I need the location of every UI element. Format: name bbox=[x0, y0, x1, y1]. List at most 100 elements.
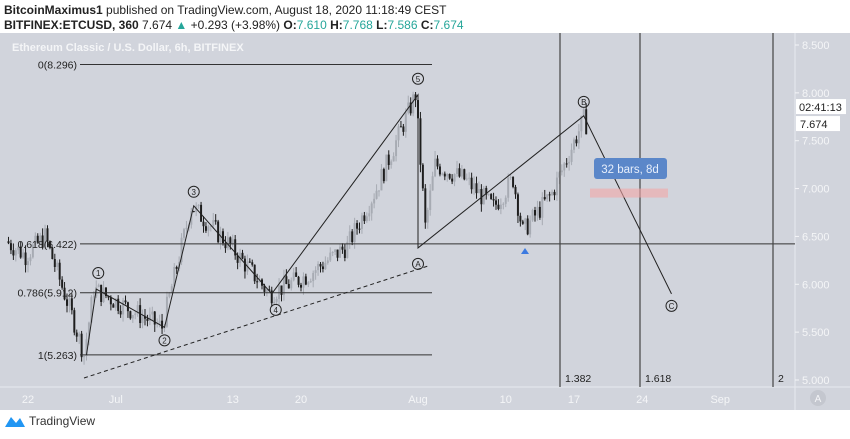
candle-body bbox=[573, 139, 575, 150]
high-label: H: bbox=[330, 18, 343, 32]
candle-body bbox=[304, 276, 307, 285]
candle-body bbox=[356, 223, 359, 229]
candle-body bbox=[39, 235, 42, 243]
candle-body bbox=[580, 115, 583, 132]
candle-body bbox=[226, 237, 229, 249]
candle-body bbox=[31, 244, 34, 258]
candle-body bbox=[385, 154, 388, 182]
candle-body bbox=[204, 226, 207, 231]
candle-body bbox=[119, 310, 122, 315]
candle-body bbox=[151, 311, 154, 315]
close-value: 7.674 bbox=[433, 18, 464, 32]
candle-body bbox=[368, 213, 371, 217]
candle-body bbox=[290, 280, 293, 289]
candle-body bbox=[568, 161, 571, 164]
candle-body bbox=[336, 249, 339, 258]
candle-body bbox=[334, 249, 337, 252]
candle-body bbox=[102, 287, 105, 302]
auto-scale-label: A bbox=[815, 394, 822, 405]
candle-body bbox=[180, 237, 183, 263]
candle-body bbox=[497, 204, 500, 210]
measure-label-box bbox=[594, 158, 667, 179]
candle-body bbox=[582, 109, 585, 116]
candle-body bbox=[504, 197, 507, 204]
author[interactable]: BitcoinMaximus1 bbox=[4, 3, 103, 17]
up-arrow-icon: ▲ bbox=[175, 18, 188, 32]
target-zone bbox=[590, 188, 668, 198]
candle-body bbox=[553, 191, 556, 196]
candle-body bbox=[499, 204, 502, 210]
candle-body bbox=[575, 139, 578, 144]
candle-body bbox=[370, 203, 373, 214]
candle-body bbox=[22, 252, 25, 258]
candle-body bbox=[321, 266, 324, 270]
candle-body bbox=[346, 241, 349, 258]
candle-body bbox=[460, 169, 463, 177]
candle-body bbox=[570, 149, 573, 162]
candle-body bbox=[395, 140, 398, 157]
elliott-wave-path bbox=[86, 93, 672, 355]
change: +0.293 (+3.98%) bbox=[190, 18, 281, 32]
candle-body bbox=[409, 102, 412, 114]
time-tick-label: 24 bbox=[636, 394, 648, 406]
candle-body bbox=[56, 262, 59, 267]
candle-body bbox=[480, 189, 483, 205]
candle-body bbox=[295, 272, 298, 277]
candle-body bbox=[380, 169, 383, 191]
candle-body bbox=[68, 298, 71, 306]
support-trendline bbox=[83, 265, 429, 379]
candle-body bbox=[217, 221, 220, 243]
brand-name: TradingView bbox=[29, 414, 96, 428]
candle-body bbox=[397, 126, 400, 141]
candle-body bbox=[353, 223, 356, 243]
price-tick-label: 8.500 bbox=[802, 40, 830, 52]
candle-body bbox=[97, 284, 100, 288]
candle-body bbox=[458, 168, 461, 177]
candle-body bbox=[558, 172, 561, 178]
candle-body bbox=[468, 177, 471, 179]
candle-body bbox=[521, 221, 524, 224]
fib-level-label: 0.618(6.422) bbox=[17, 239, 77, 251]
candle-body bbox=[212, 220, 215, 227]
candle-body bbox=[302, 276, 305, 288]
candle-body bbox=[92, 296, 95, 298]
candle-body bbox=[446, 173, 449, 177]
price-chart[interactable]: Ethereum Classic / U.S. Dollar, 6h, BITF… bbox=[0, 33, 850, 410]
tradingview-logo[interactable]: TradingView bbox=[4, 414, 95, 428]
wave-label-4: 4 bbox=[274, 306, 279, 315]
time-fib-label: 2 bbox=[778, 373, 784, 385]
candle-body bbox=[70, 298, 73, 311]
candle-body bbox=[438, 166, 441, 175]
candle-body bbox=[85, 339, 88, 357]
candle-body bbox=[287, 283, 290, 289]
price-tick-label: 7.500 bbox=[802, 136, 830, 148]
candle-body bbox=[192, 211, 195, 213]
candle-body bbox=[390, 161, 393, 166]
candle-body bbox=[251, 262, 254, 265]
candle-body bbox=[507, 177, 510, 198]
candle-body bbox=[61, 279, 64, 288]
candle-body bbox=[339, 246, 341, 258]
candle-body bbox=[73, 310, 76, 333]
candle-body bbox=[270, 290, 273, 304]
candle-body bbox=[529, 220, 532, 235]
candle-body bbox=[470, 177, 473, 190]
candle-body bbox=[36, 235, 39, 243]
candle-body bbox=[173, 267, 176, 287]
candle-body bbox=[248, 261, 251, 263]
wave-label-circle bbox=[158, 334, 171, 347]
candle-body bbox=[87, 322, 90, 340]
candle-body bbox=[546, 194, 549, 200]
candle-body bbox=[436, 158, 439, 167]
auto-scale-button[interactable] bbox=[810, 390, 826, 406]
price-tick-label: 7.000 bbox=[802, 184, 830, 196]
candle-body bbox=[373, 198, 376, 204]
candle-body bbox=[524, 218, 527, 224]
candle-body bbox=[170, 286, 173, 294]
price-tick-label: 8.000 bbox=[802, 88, 830, 100]
fib-level-label: 0(8.296) bbox=[38, 60, 77, 72]
candle-body bbox=[351, 231, 354, 243]
time-tick-label: 13 bbox=[227, 394, 239, 406]
candle-body bbox=[541, 197, 544, 218]
candle-body bbox=[131, 315, 134, 319]
